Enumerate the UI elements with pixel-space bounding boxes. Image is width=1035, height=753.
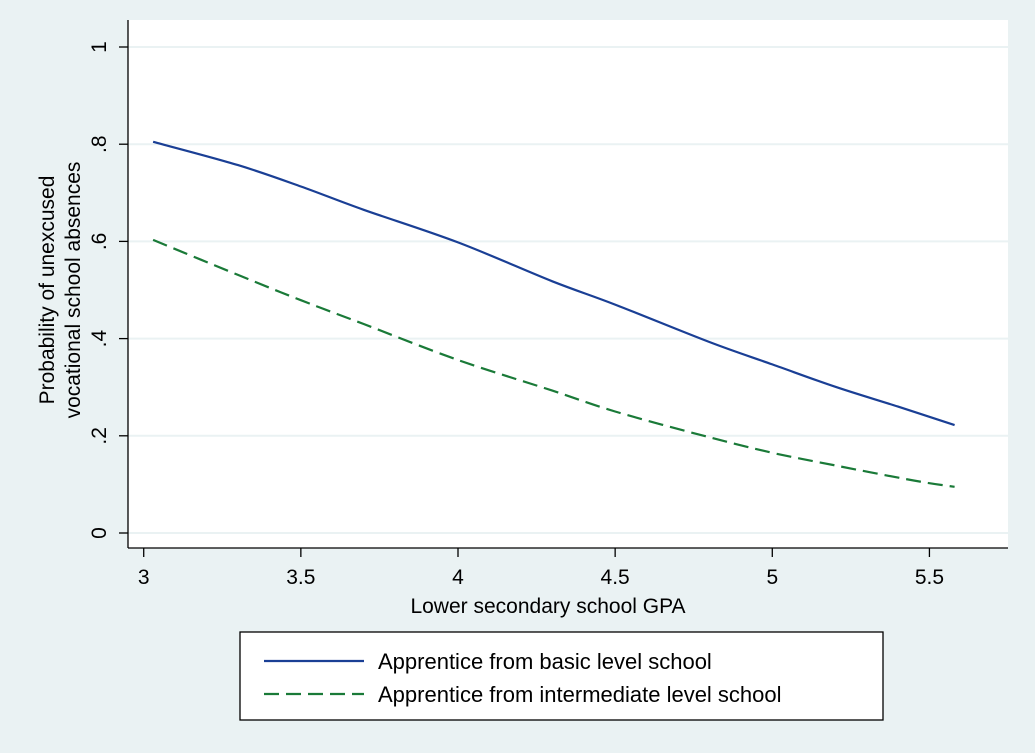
x-tick-label-2: 4: [452, 566, 464, 589]
x-tick-label-1: 3.5: [286, 566, 315, 589]
legend: Apprentice from basic level school Appre…: [239, 631, 884, 721]
axes: [127, 20, 1008, 549]
gridlines: [128, 46, 1008, 534]
legend-label-intermediate: Apprentice from intermediate level schoo…: [378, 682, 782, 707]
series-line-basic: [152, 140, 955, 427]
series: [152, 140, 955, 488]
x-tick-label-3: 4.5: [601, 566, 630, 589]
y-axis-title-line-1: Probability of unexcused: [36, 176, 59, 405]
y-tick-label-4: .8: [88, 135, 111, 153]
y-axis-title-line-2: vocational school absences: [62, 162, 85, 419]
x-tick-label-0: 3: [138, 566, 150, 589]
y-tick-label-3: .6: [88, 233, 111, 251]
x-axis-title: Lower secondary school GPA: [410, 595, 685, 618]
legend-label-basic: Apprentice from basic level school: [378, 649, 712, 674]
ticks: 0 .2 .4 .6 .8 1 3 3.5 4 4.5 5 5.5: [88, 41, 944, 589]
series-line-intermediate: [152, 238, 955, 488]
y-tick-label-1: .2: [88, 427, 111, 445]
plot-area: [128, 20, 1008, 548]
legend-box: [239, 631, 884, 721]
y-axis-title: Probability of unexcused vocational scho…: [36, 162, 85, 419]
y-tick-label-0: 0: [88, 527, 111, 539]
x-tick-label-4: 5: [766, 566, 778, 589]
y-tick-label-2: .4: [88, 330, 111, 348]
y-tick-label-5: 1: [88, 41, 111, 53]
x-tick-label-5: 5.5: [915, 566, 944, 589]
